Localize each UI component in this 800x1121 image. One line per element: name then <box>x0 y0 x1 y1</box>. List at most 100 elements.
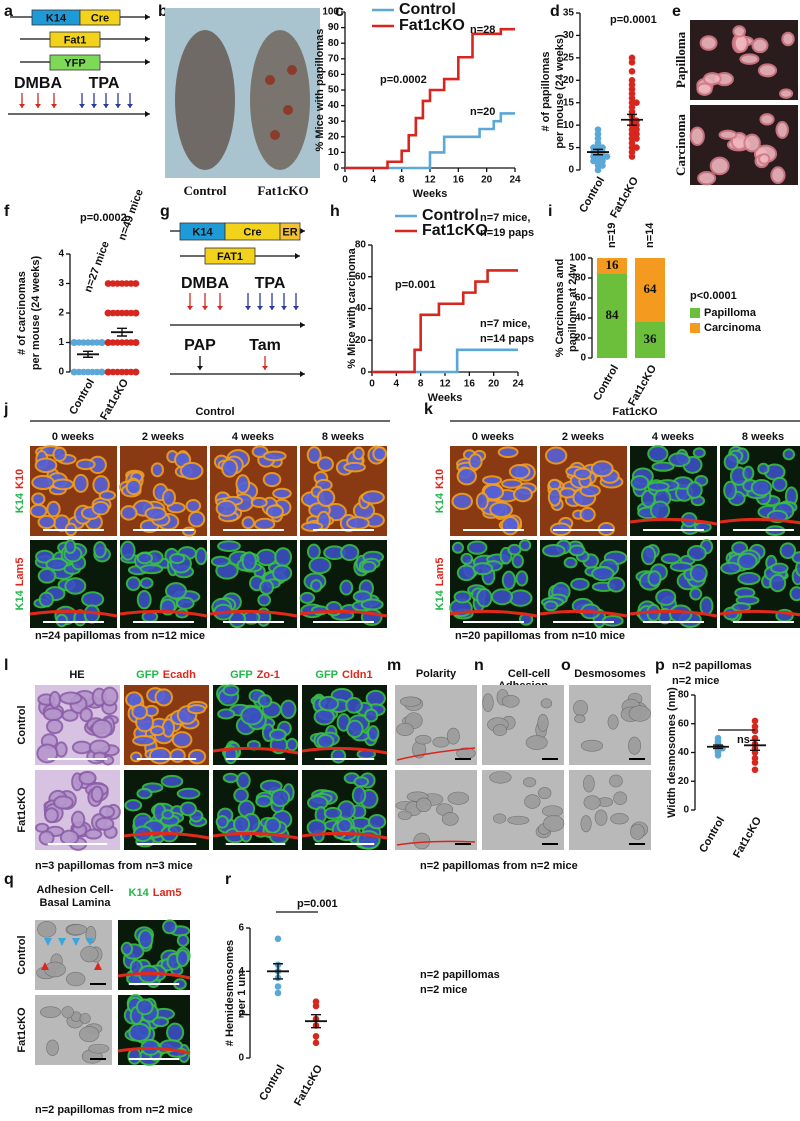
cell <box>345 697 363 714</box>
cell <box>132 735 156 747</box>
cell <box>42 707 64 722</box>
cell <box>501 694 520 708</box>
y-tick-label: 30 <box>328 116 340 127</box>
cell <box>187 749 207 765</box>
cell <box>475 492 489 511</box>
cell <box>101 686 119 707</box>
arrowhead-marker <box>72 938 80 946</box>
cell <box>176 787 201 800</box>
cell <box>139 564 164 575</box>
basal-lamina <box>301 746 388 755</box>
error-bar <box>750 739 760 752</box>
gene-box <box>204 247 256 265</box>
cell <box>697 170 717 186</box>
cell <box>416 797 432 813</box>
y-axis-label: % Carcinomas and <box>554 259 566 357</box>
arrow-head <box>51 104 57 108</box>
cell <box>441 812 459 826</box>
cell <box>336 818 353 834</box>
panel-label: i <box>548 203 552 220</box>
caption: Control <box>183 183 226 198</box>
y-tick-label: 0 <box>683 805 689 816</box>
row-label: K14K10 <box>434 469 446 513</box>
stain-red: K10 <box>14 469 26 489</box>
cell <box>272 564 293 582</box>
cell <box>79 1013 91 1024</box>
cell <box>515 570 529 587</box>
cell <box>233 815 251 834</box>
basal-lamina <box>29 609 118 618</box>
stain-green: GFP <box>136 669 159 681</box>
row-label: K14 Lam5 <box>14 558 26 611</box>
stain-red: Lam5 <box>434 558 446 587</box>
cell <box>301 521 324 532</box>
arrow-head <box>145 14 150 20</box>
arrow-head <box>262 366 268 370</box>
column-label: 8 weeks <box>322 431 364 443</box>
cell <box>120 941 134 956</box>
x-tick-label: 12 <box>424 175 436 186</box>
cell <box>489 501 514 518</box>
cell <box>613 791 628 806</box>
cell <box>316 488 336 508</box>
cell <box>607 576 626 593</box>
annotation: p=0.001 <box>395 279 436 291</box>
y-tick-label: 5 <box>568 142 574 153</box>
gene-box <box>49 31 101 48</box>
cell <box>148 747 172 765</box>
cell <box>540 698 553 709</box>
cell <box>171 731 193 749</box>
y-tick-label: 0 <box>580 353 586 364</box>
dot <box>628 76 636 84</box>
dot <box>628 54 636 62</box>
cell <box>723 480 737 501</box>
cell <box>649 500 671 521</box>
cell <box>272 487 292 500</box>
dot <box>70 368 78 376</box>
annotation: n=7 mice, <box>480 318 530 330</box>
x-tick-label: 8 <box>399 175 405 186</box>
cell <box>222 772 239 784</box>
y-tick-label: 80 <box>328 38 340 49</box>
cell <box>432 736 450 748</box>
cell <box>686 544 707 562</box>
stain-green: K14 <box>434 492 446 513</box>
basal-lamina <box>539 609 628 618</box>
stain-green: K14 <box>14 492 26 513</box>
cell <box>222 684 240 697</box>
y-tick-label: 0 <box>333 163 339 174</box>
y-tick-label: 60 <box>575 293 587 304</box>
column-label: GFP Cldn1 <box>315 669 372 681</box>
y-axis-label: per 1 um <box>236 970 248 1016</box>
cell <box>127 1047 142 1065</box>
x-tick-label: 24 <box>509 175 521 186</box>
arrow-head <box>35 104 41 108</box>
cell <box>647 570 662 587</box>
column-label: 2 weeks <box>562 431 604 443</box>
arrow-head <box>300 228 305 234</box>
error-bar <box>593 148 603 156</box>
basal-lamina <box>719 609 800 617</box>
lesion <box>287 65 297 75</box>
cell <box>79 1026 100 1043</box>
arrowhead-marker <box>44 938 52 946</box>
gene-label: FAT1 <box>217 251 243 263</box>
note: n=3 papillomas from n=3 mice <box>35 860 193 872</box>
cell <box>543 600 559 612</box>
cell <box>90 785 104 803</box>
cell <box>742 465 755 481</box>
cell <box>507 543 522 556</box>
cell <box>80 946 99 963</box>
x-tick-label: 0 <box>342 175 348 186</box>
bar-segment <box>635 258 665 322</box>
arrow-head <box>115 104 121 108</box>
stain-red: Ecadh <box>163 669 196 681</box>
cell <box>668 452 691 468</box>
panel-label: e <box>672 3 681 20</box>
y-axis-label: Width desmosomes (nm) <box>666 687 678 818</box>
note: n=2 papillomas from n=2 mice <box>420 860 578 872</box>
cell <box>609 774 623 788</box>
cell <box>265 504 284 519</box>
cell <box>72 473 89 493</box>
cell <box>221 458 239 478</box>
